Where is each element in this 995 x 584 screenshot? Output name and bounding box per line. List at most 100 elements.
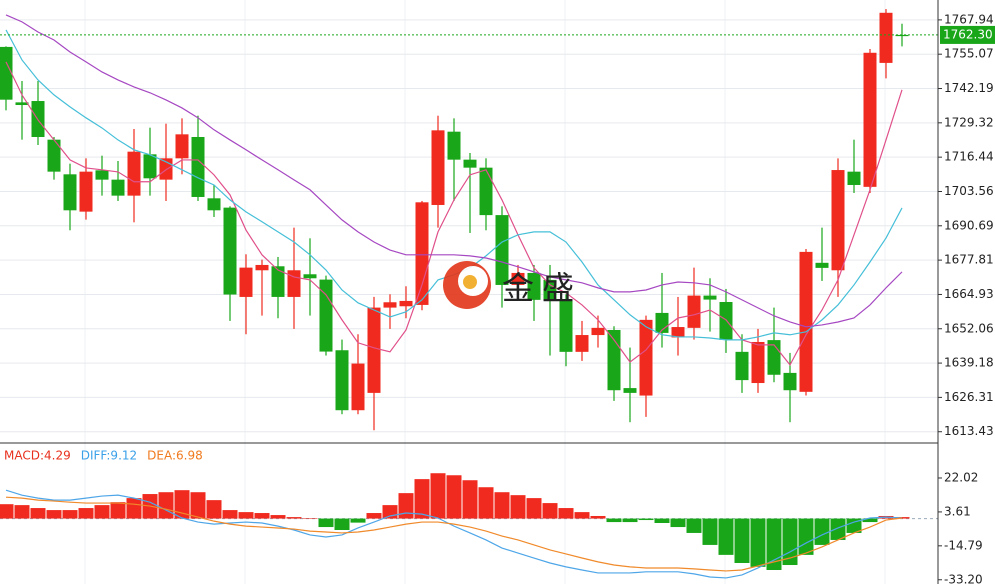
- macd-line: [5, 489, 903, 579]
- candle-body: [111, 179, 125, 196]
- candle-body: [703, 295, 717, 300]
- last-price-box: [940, 25, 995, 44]
- candle-body: [831, 170, 845, 271]
- candle-body: [47, 139, 61, 172]
- macd-bar: [574, 512, 590, 519]
- macd-bar: [654, 518, 670, 523]
- candle-body: [591, 327, 605, 336]
- candle-body: [95, 170, 109, 180]
- candle-body: [431, 130, 445, 205]
- macd-bar: [670, 518, 686, 528]
- macd-bar: [798, 518, 814, 555]
- macd-bar: [366, 513, 382, 519]
- y-tick-label: 1690.69: [944, 218, 994, 232]
- y-tick-label: 1626.31: [944, 390, 994, 404]
- macd-bar: [846, 518, 862, 533]
- candle-body: [0, 46, 13, 100]
- macd-bar: [206, 500, 222, 519]
- macd-bar: [414, 479, 430, 519]
- y-tick-label: 1755.07: [944, 47, 994, 61]
- y-tick-label: 1729.32: [944, 115, 994, 129]
- candle-body: [239, 267, 253, 297]
- candle-body: [63, 174, 77, 211]
- candle-body: [271, 266, 285, 297]
- macd-bar: [46, 510, 62, 519]
- y-tick-label: 1703.56: [944, 184, 994, 198]
- macd-bar: [270, 515, 286, 519]
- macd-bar: [590, 515, 606, 519]
- candle-body: [367, 307, 381, 393]
- macd-bar: [510, 495, 526, 519]
- macd-bar: [750, 518, 766, 567]
- candle-body: [351, 363, 365, 411]
- candle-body: [255, 264, 269, 271]
- macd-bar: [286, 517, 302, 519]
- macd-bar: [126, 498, 142, 519]
- macd-bar: [862, 518, 878, 523]
- macd-bar: [62, 510, 78, 519]
- candle-body: [543, 279, 557, 300]
- candle-body: [639, 319, 653, 396]
- candle-body: [399, 300, 413, 307]
- candle-body: [511, 272, 525, 285]
- macd-bar: [766, 518, 782, 570]
- macd-bar: [30, 508, 46, 519]
- candle-body: [127, 151, 141, 196]
- last-price-label: 1762.30: [943, 27, 993, 41]
- y-tick-label: 22.02: [944, 470, 978, 484]
- macd-bar: [254, 513, 270, 519]
- y-tick-label: 1664.93: [944, 287, 994, 301]
- y-tick-label: 1767.94: [944, 12, 994, 26]
- candle-body: [527, 272, 541, 300]
- candle-body: [191, 137, 205, 197]
- macd-line: [5, 496, 903, 572]
- macd-bar: [446, 475, 462, 519]
- candle-body: [495, 215, 509, 285]
- candle-body: [575, 335, 589, 352]
- candle-body: [447, 131, 461, 160]
- macd-bar: [686, 518, 702, 533]
- macd-bar: [14, 505, 30, 519]
- macd-bar: [542, 503, 558, 519]
- y-tick-label: 1716.44: [944, 150, 994, 164]
- candle-body: [847, 171, 861, 185]
- macd-bar: [174, 490, 190, 519]
- y-tick-label: 1742.19: [944, 81, 994, 95]
- candle-body: [735, 351, 749, 381]
- candle-body: [175, 134, 189, 159]
- macd-bar: [814, 518, 830, 545]
- candle-body: [303, 274, 317, 279]
- candle-body: [79, 171, 93, 212]
- candle-body: [799, 251, 813, 392]
- macd-bar: [334, 518, 350, 530]
- y-tick-label: 3.61: [944, 504, 971, 518]
- macd-bar: [190, 492, 206, 519]
- macd-bar: [718, 518, 734, 555]
- macd-bar: [830, 518, 846, 540]
- candle-body: [687, 295, 701, 328]
- candle-body: [415, 202, 429, 305]
- moving-average-line: [5, 14, 903, 328]
- candle-body: [879, 12, 893, 63]
- candle-body: [719, 301, 733, 340]
- candle-body: [223, 207, 237, 295]
- candle-body: [319, 279, 333, 352]
- indicator-label: DEA:6.98: [147, 449, 203, 463]
- macd-bar: [494, 492, 510, 519]
- candle-body: [815, 262, 829, 268]
- macd-bar: [638, 518, 654, 521]
- macd-bar: [302, 518, 318, 519]
- macd-bar: [462, 480, 478, 519]
- macd-bar: [350, 518, 366, 523]
- candle-body: [143, 154, 157, 179]
- candle-body: [671, 327, 685, 338]
- macd-bar: [94, 505, 110, 519]
- candle-body: [751, 341, 765, 384]
- macd-bar: [78, 508, 94, 519]
- macd-bar: [318, 518, 334, 528]
- macd-bar: [702, 518, 718, 545]
- indicator-label: MACD:4.29: [4, 449, 71, 463]
- candle-body: [863, 52, 877, 187]
